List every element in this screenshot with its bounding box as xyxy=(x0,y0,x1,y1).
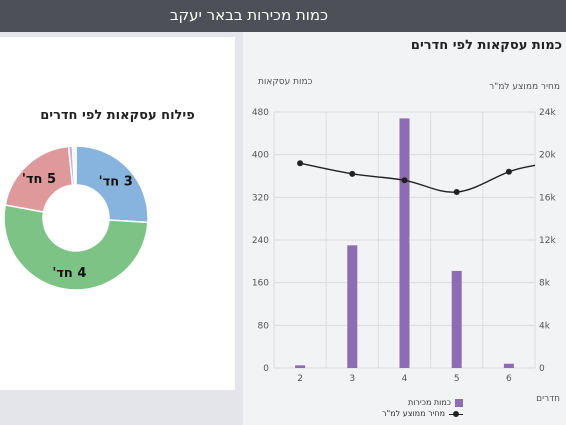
y-right-tick-label: 24k xyxy=(539,108,556,118)
donut-slice-label: 4 חד' xyxy=(52,266,86,281)
legend-bar-swatch xyxy=(455,398,464,407)
bar xyxy=(451,270,462,368)
x-tick-label: 6 xyxy=(506,374,512,384)
donut-slice xyxy=(71,145,77,186)
legend-item-line[interactable]: מחיר ממוצע למ"ר xyxy=(382,408,464,419)
donut-slice xyxy=(4,145,74,213)
donut-slice xyxy=(3,204,149,291)
y-right-tick-label: 4k xyxy=(539,321,551,331)
price-point xyxy=(401,177,408,184)
y-right-tick-label: 0 xyxy=(539,364,545,374)
donut-title: פילוח עסקאות לפי חדרים xyxy=(40,108,195,123)
donut-slice-label: 5 חד' xyxy=(22,172,56,187)
y-right-tick-label: 20k xyxy=(539,151,556,161)
price-point xyxy=(349,170,356,177)
price-point xyxy=(453,189,460,195)
y-right-tick-label: 16k xyxy=(539,193,556,203)
price-line xyxy=(299,162,536,193)
bar xyxy=(503,363,514,368)
right-axis-title: מחיר ממוצע למ"ר xyxy=(489,82,560,92)
page-title: כמות מכירות בבאר יעקב xyxy=(169,6,328,24)
y-left-tick-label: 320 xyxy=(252,193,269,203)
bar xyxy=(347,245,358,368)
bar xyxy=(295,365,306,368)
chart-legend: כמות מכירות מחיר ממוצע למ"ר xyxy=(382,397,464,419)
donut-chart: 3 חד' 4 חד' 5 חד' xyxy=(3,145,149,291)
y-right-tick-label: 8k xyxy=(539,279,551,289)
y-left-tick-label: 0 xyxy=(263,364,269,374)
donut-slice xyxy=(75,145,149,224)
y-left-tick-label: 80 xyxy=(258,321,270,331)
x-tick-label: 3 xyxy=(349,374,355,384)
y-left-tick-label: 240 xyxy=(252,236,269,246)
left-axis-title: כמות עסקאות xyxy=(258,77,313,87)
y-left-tick-label: 160 xyxy=(252,279,269,289)
x-axis-title: חדרים xyxy=(536,394,560,404)
y-right-tick-label: 12k xyxy=(539,236,556,246)
legend-item-bar[interactable]: כמות מכירות xyxy=(382,397,464,408)
price-point xyxy=(505,168,512,175)
y-left-tick-label: 480 xyxy=(252,108,269,118)
legend-line-swatch xyxy=(449,410,464,418)
top-bar: כמות מכירות בבאר יעקב xyxy=(0,0,566,32)
bar xyxy=(399,118,410,369)
x-tick-label: 4 xyxy=(402,374,408,384)
x-tick-label: 2 xyxy=(297,374,303,384)
bar-chart-title: כמות עסקאות לפי חדרים xyxy=(410,38,562,53)
legend-line-label: מחיר ממוצע למ"ר xyxy=(382,409,446,418)
legend-bar-label: כמות מכירות xyxy=(407,398,452,407)
donut-slice-label: 3 חד' xyxy=(99,175,133,190)
y-left-tick-label: 400 xyxy=(252,151,269,161)
price-point xyxy=(297,160,304,167)
x-tick-label: 5 xyxy=(454,374,460,384)
